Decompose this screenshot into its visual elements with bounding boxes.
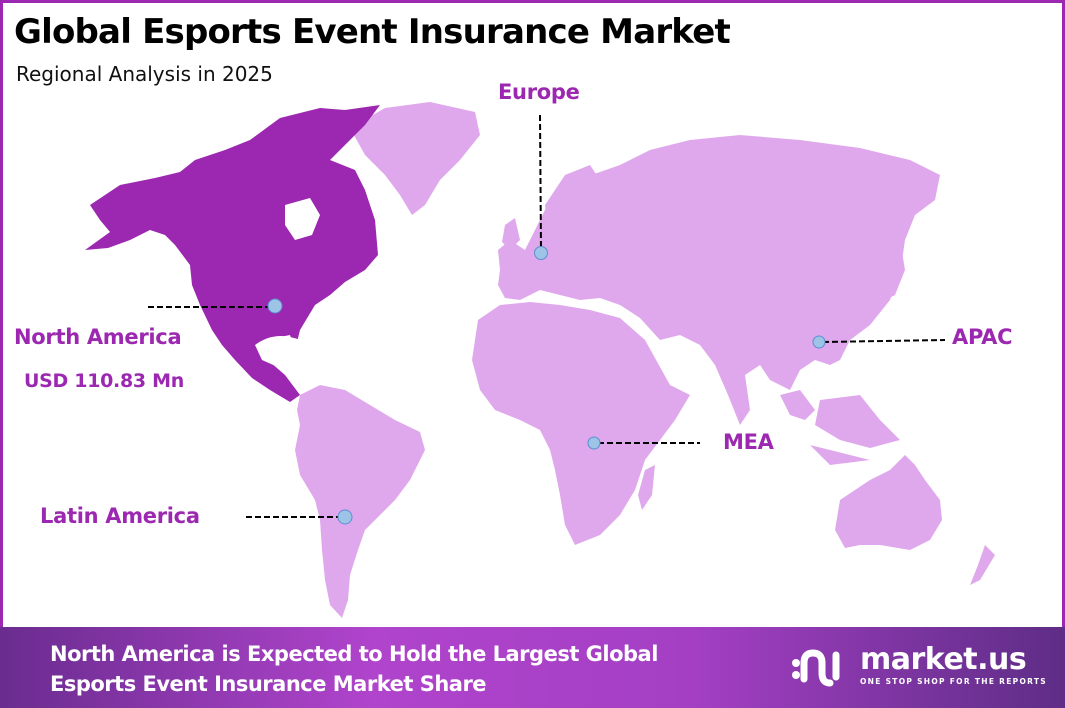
footer-banner: North America is Expected to Hold the La… [0,627,1065,708]
latin-america-label: Latin America [40,504,200,528]
apac-leader [822,339,946,343]
greenland [350,102,480,215]
north-america-marker [267,298,283,314]
south-america [295,385,425,618]
brand-logo: market.us ONE STOP SHOP FOR THE REPORTS [790,643,1047,687]
brand-name: market.us [860,641,1027,677]
apac-marker [812,335,826,349]
footer-headline: North America is Expected to Hold the La… [50,639,658,699]
africa [472,302,690,545]
latin-america-marker [337,509,353,525]
australia [835,455,942,550]
north-america [85,105,380,402]
world-map [85,102,995,618]
europe-leader [539,114,542,251]
mea-label: MEA [723,430,774,454]
europe-marker [534,246,548,260]
apac-label: APAC [952,325,1013,349]
footer-line-1: North America is Expected to Hold the La… [50,642,658,666]
market-us-logo-icon [792,649,840,687]
page-title: Global Esports Event Insurance Market [14,12,731,52]
mea-marker [587,436,601,450]
europe-label: Europe [498,80,580,104]
north-america-value: USD 110.83 Mn [24,370,184,392]
footer-line-2: Esports Event Insurance Market Share [50,672,487,696]
page-subtitle: Regional Analysis in 2025 [16,62,273,86]
brand-tagline: ONE STOP SHOP FOR THE REPORTS [860,676,1047,686]
eurasia [498,135,940,425]
north-america-label: North America [14,325,182,349]
